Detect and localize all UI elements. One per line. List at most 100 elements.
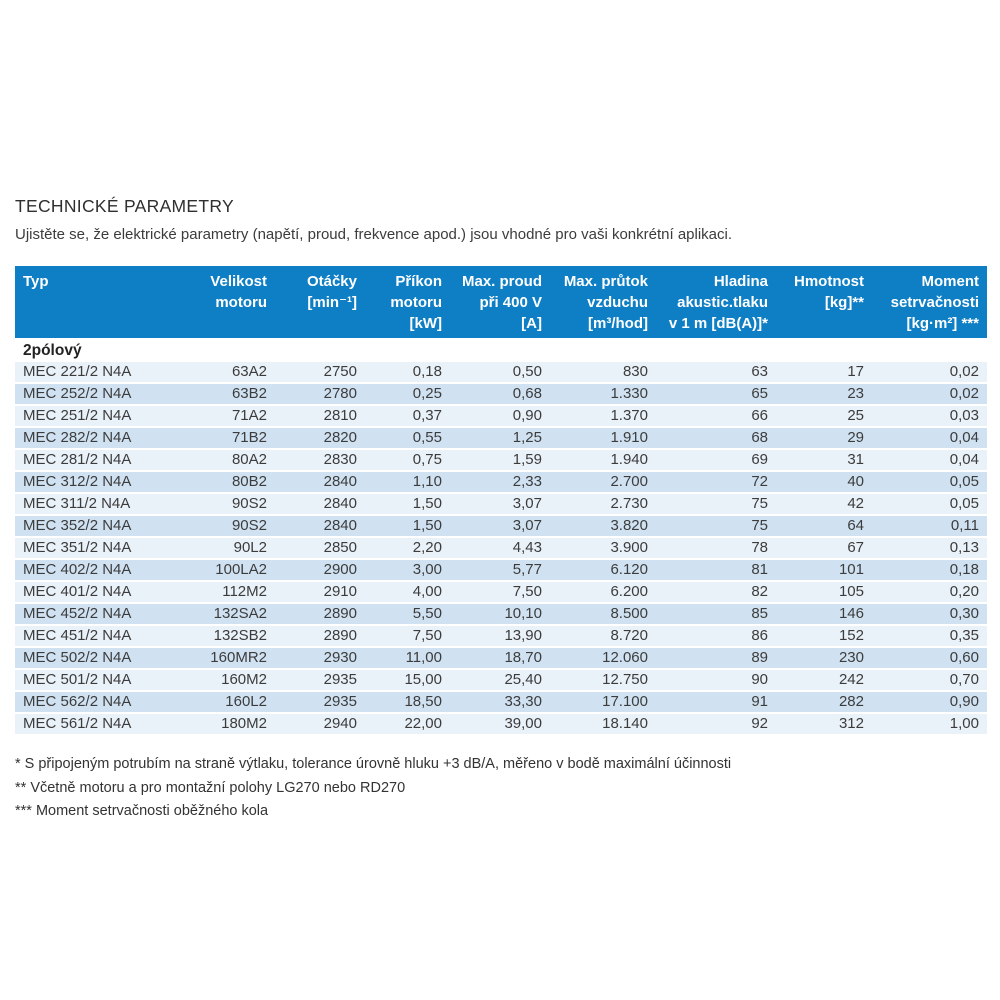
- table-cell: 3,07: [450, 516, 550, 538]
- table-cell: 17.100: [550, 692, 656, 714]
- table-cell: MEC 501/2 N4A: [15, 670, 175, 692]
- table-cell: MEC 282/2 N4A: [15, 428, 175, 450]
- table-cell: 0,70: [872, 670, 987, 692]
- column-header-velikost-motoru: Velikost motoru: [175, 266, 275, 338]
- table-cell: 282: [776, 692, 872, 714]
- table-cell: 8.720: [550, 626, 656, 648]
- table-cell: 42: [776, 494, 872, 516]
- table-cell: 0,18: [365, 362, 450, 384]
- table-row: MEC 281/2 N4A 80A2 2830 0,75 1,59 1.940 69 31 0,…: [15, 450, 987, 472]
- table-cell: 0,30: [872, 604, 987, 626]
- table-cell: 0,90: [872, 692, 987, 714]
- table-cell: 3.820: [550, 516, 656, 538]
- table-cell: 152: [776, 626, 872, 648]
- table-cell: 146: [776, 604, 872, 626]
- table-body: 2pólový MEC 221/2 N4A 63A2 2750 0,18 0,50 830…: [15, 338, 987, 736]
- table-row: MEC 311/2 N4A 90S2 2840 1,50 3,07 2.730 75 42 0,…: [15, 494, 987, 516]
- table-row: MEC 312/2 N4A 80B2 2840 1,10 2,33 2.700 72 40 0,…: [15, 472, 987, 494]
- table-cell: 0,50: [450, 362, 550, 384]
- table-cell: 1,10: [365, 472, 450, 494]
- table-cell: 68: [656, 428, 776, 450]
- table-row: MEC 221/2 N4A 63A2 2750 0,18 0,50 830 63 17 0,02: [15, 362, 987, 384]
- table-cell: 0,25: [365, 384, 450, 406]
- table-cell: 1.910: [550, 428, 656, 450]
- table-row: MEC 561/2 N4A 180M2 2940 22,00 39,00 18.140 92…: [15, 714, 987, 736]
- table-cell: 3.900: [550, 538, 656, 560]
- table-cell: 66: [656, 406, 776, 428]
- table-cell: 2750: [275, 362, 365, 384]
- table-cell: 17: [776, 362, 872, 384]
- column-header-max-proud: Max. proud při 400 V [A]: [450, 266, 550, 338]
- table-cell: 160L2: [175, 692, 275, 714]
- section-label: 2pólový: [15, 338, 987, 362]
- table-row: MEC 402/2 N4A 100LA2 2900 3,00 5,77 6.120 81 10…: [15, 560, 987, 582]
- table-header-row: Typ Velikost motoru Otáčky [min⁻¹] Příko…: [15, 266, 987, 338]
- table-cell: 6.200: [550, 582, 656, 604]
- table-row: MEC 351/2 N4A 90L2 2850 2,20 4,43 3.900 78 67 0,…: [15, 538, 987, 560]
- table-cell: MEC 312/2 N4A: [15, 472, 175, 494]
- table-cell: 0,60: [872, 648, 987, 670]
- table-cell: 7,50: [450, 582, 550, 604]
- table-cell: 90S2: [175, 516, 275, 538]
- table-cell: 71B2: [175, 428, 275, 450]
- table-cell: 2830: [275, 450, 365, 472]
- table-cell: 830: [550, 362, 656, 384]
- table-cell: 91: [656, 692, 776, 714]
- table-cell: 64: [776, 516, 872, 538]
- table-cell: 2840: [275, 472, 365, 494]
- table-cell: 0,04: [872, 450, 987, 472]
- table-cell: 2,20: [365, 538, 450, 560]
- table-row: MEC 502/2 N4A 160MR2 2930 11,00 18,70 12.060 8…: [15, 648, 987, 670]
- column-header-hmotnost: Hmotnost [kg]**: [776, 266, 872, 338]
- table-row: MEC 451/2 N4A 132SB2 2890 7,50 13,90 8.720 86 1…: [15, 626, 987, 648]
- footnote-2: ** Včetně motoru a pro montažní polohy L…: [15, 779, 406, 796]
- table-cell: 0,75: [365, 450, 450, 472]
- table-cell: 1,59: [450, 450, 550, 472]
- table-cell: 69: [656, 450, 776, 472]
- table-cell: 7,50: [365, 626, 450, 648]
- table-cell: 75: [656, 494, 776, 516]
- table-cell: 80B2: [175, 472, 275, 494]
- table-cell: MEC 502/2 N4A: [15, 648, 175, 670]
- table-cell: 0,02: [872, 384, 987, 406]
- table-cell: 1,00: [872, 714, 987, 736]
- table-cell: 312: [776, 714, 872, 736]
- table-cell: 2820: [275, 428, 365, 450]
- table-cell: 63B2: [175, 384, 275, 406]
- table-cell: 75: [656, 516, 776, 538]
- table-cell: 0,02: [872, 362, 987, 384]
- table-cell: 90S2: [175, 494, 275, 516]
- table-cell: 18.140: [550, 714, 656, 736]
- table-cell: 18,70: [450, 648, 550, 670]
- table-cell: 112M2: [175, 582, 275, 604]
- table-cell: 81: [656, 560, 776, 582]
- table-cell: 2930: [275, 648, 365, 670]
- table-cell: 2935: [275, 692, 365, 714]
- table-cell: 132SA2: [175, 604, 275, 626]
- table-cell: 86: [656, 626, 776, 648]
- table-cell: 89: [656, 648, 776, 670]
- table-cell: MEC 401/2 N4A: [15, 582, 175, 604]
- table-cell: MEC 221/2 N4A: [15, 362, 175, 384]
- table-cell: 2935: [275, 670, 365, 692]
- table-cell: 2840: [275, 494, 365, 516]
- table-cell: 242: [776, 670, 872, 692]
- table-cell: MEC 281/2 N4A: [15, 450, 175, 472]
- table-cell: 2780: [275, 384, 365, 406]
- table-cell: 80A2: [175, 450, 275, 472]
- table-cell: 11,00: [365, 648, 450, 670]
- footnotes: * S připojeným potrubím na straně výtlak…: [15, 753, 987, 824]
- column-header-otacky: Otáčky [min⁻¹]: [275, 266, 365, 338]
- table-cell: 22,00: [365, 714, 450, 736]
- table-cell: 2810: [275, 406, 365, 428]
- table-cell: 0,05: [872, 472, 987, 494]
- table-cell: 85: [656, 604, 776, 626]
- table-cell: 90L2: [175, 538, 275, 560]
- page-content: TECHNICKÉ PARAMETRY Ujistěte se, že elek…: [15, 196, 987, 824]
- table-cell: 31: [776, 450, 872, 472]
- table-cell: 2.730: [550, 494, 656, 516]
- table-cell: MEC 251/2 N4A: [15, 406, 175, 428]
- table-cell: MEC 451/2 N4A: [15, 626, 175, 648]
- table-header: Typ Velikost motoru Otáčky [min⁻¹] Příko…: [15, 266, 987, 338]
- table-row: MEC 282/2 N4A 71B2 2820 0,55 1,25 1.910 68 29 0,…: [15, 428, 987, 450]
